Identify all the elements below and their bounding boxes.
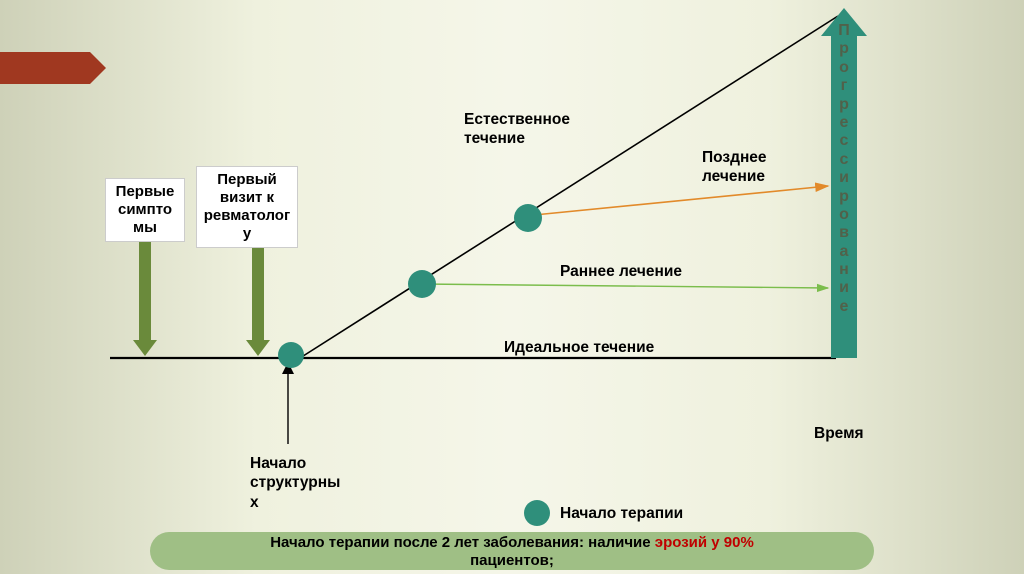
structural-label: Начало структурны х <box>250 454 340 512</box>
y-axis-label: Прогрессирование <box>836 22 852 316</box>
therapy-dot-2 <box>408 270 436 298</box>
legend-label: Начало терапии <box>560 504 683 523</box>
arrow-visit-body <box>252 244 264 340</box>
footer-pill: Начало терапии после 2 лет заболевания: … <box>150 532 874 570</box>
box-first-symptoms: Первые симпто мы <box>105 178 185 242</box>
time-axis-label: Время <box>814 424 864 443</box>
early-treatment-label: Раннее лечение <box>560 262 682 281</box>
box-first-symptoms-text: Первые симпто мы <box>116 183 175 236</box>
arrow-symptoms-head <box>133 340 157 356</box>
natural-course-label: Естественное течение <box>464 110 570 149</box>
therapy-dot-1 <box>278 342 304 368</box>
footer-prefix: Начало терапии после 2 лет заболевания: … <box>270 534 655 551</box>
chart-stage: Прогрессирование Первые симпто мы Первый… <box>0 0 1024 574</box>
late-treatment-label: Позднее лечение <box>702 148 767 187</box>
footer-em: эрозий у 90 <box>655 534 741 551</box>
therapy-dot-3 <box>514 204 542 232</box>
arrow-visit-head <box>246 340 270 356</box>
ideal-course-label: Идеальное течение <box>504 338 654 357</box>
footer-line2: пациентов; <box>470 552 554 569</box>
footer-pct: % <box>740 534 753 551</box>
natural-course-line <box>300 16 838 358</box>
box-first-visit: Первый визит к ревматолог у <box>196 166 298 248</box>
arrow-symptoms-body <box>139 242 151 340</box>
late-treatment-line <box>524 186 828 216</box>
box-first-visit-text: Первый визит к ревматолог у <box>204 171 290 242</box>
early-treatment-line <box>420 284 828 288</box>
chart-svg <box>0 0 1024 574</box>
legend-dot <box>524 500 550 526</box>
